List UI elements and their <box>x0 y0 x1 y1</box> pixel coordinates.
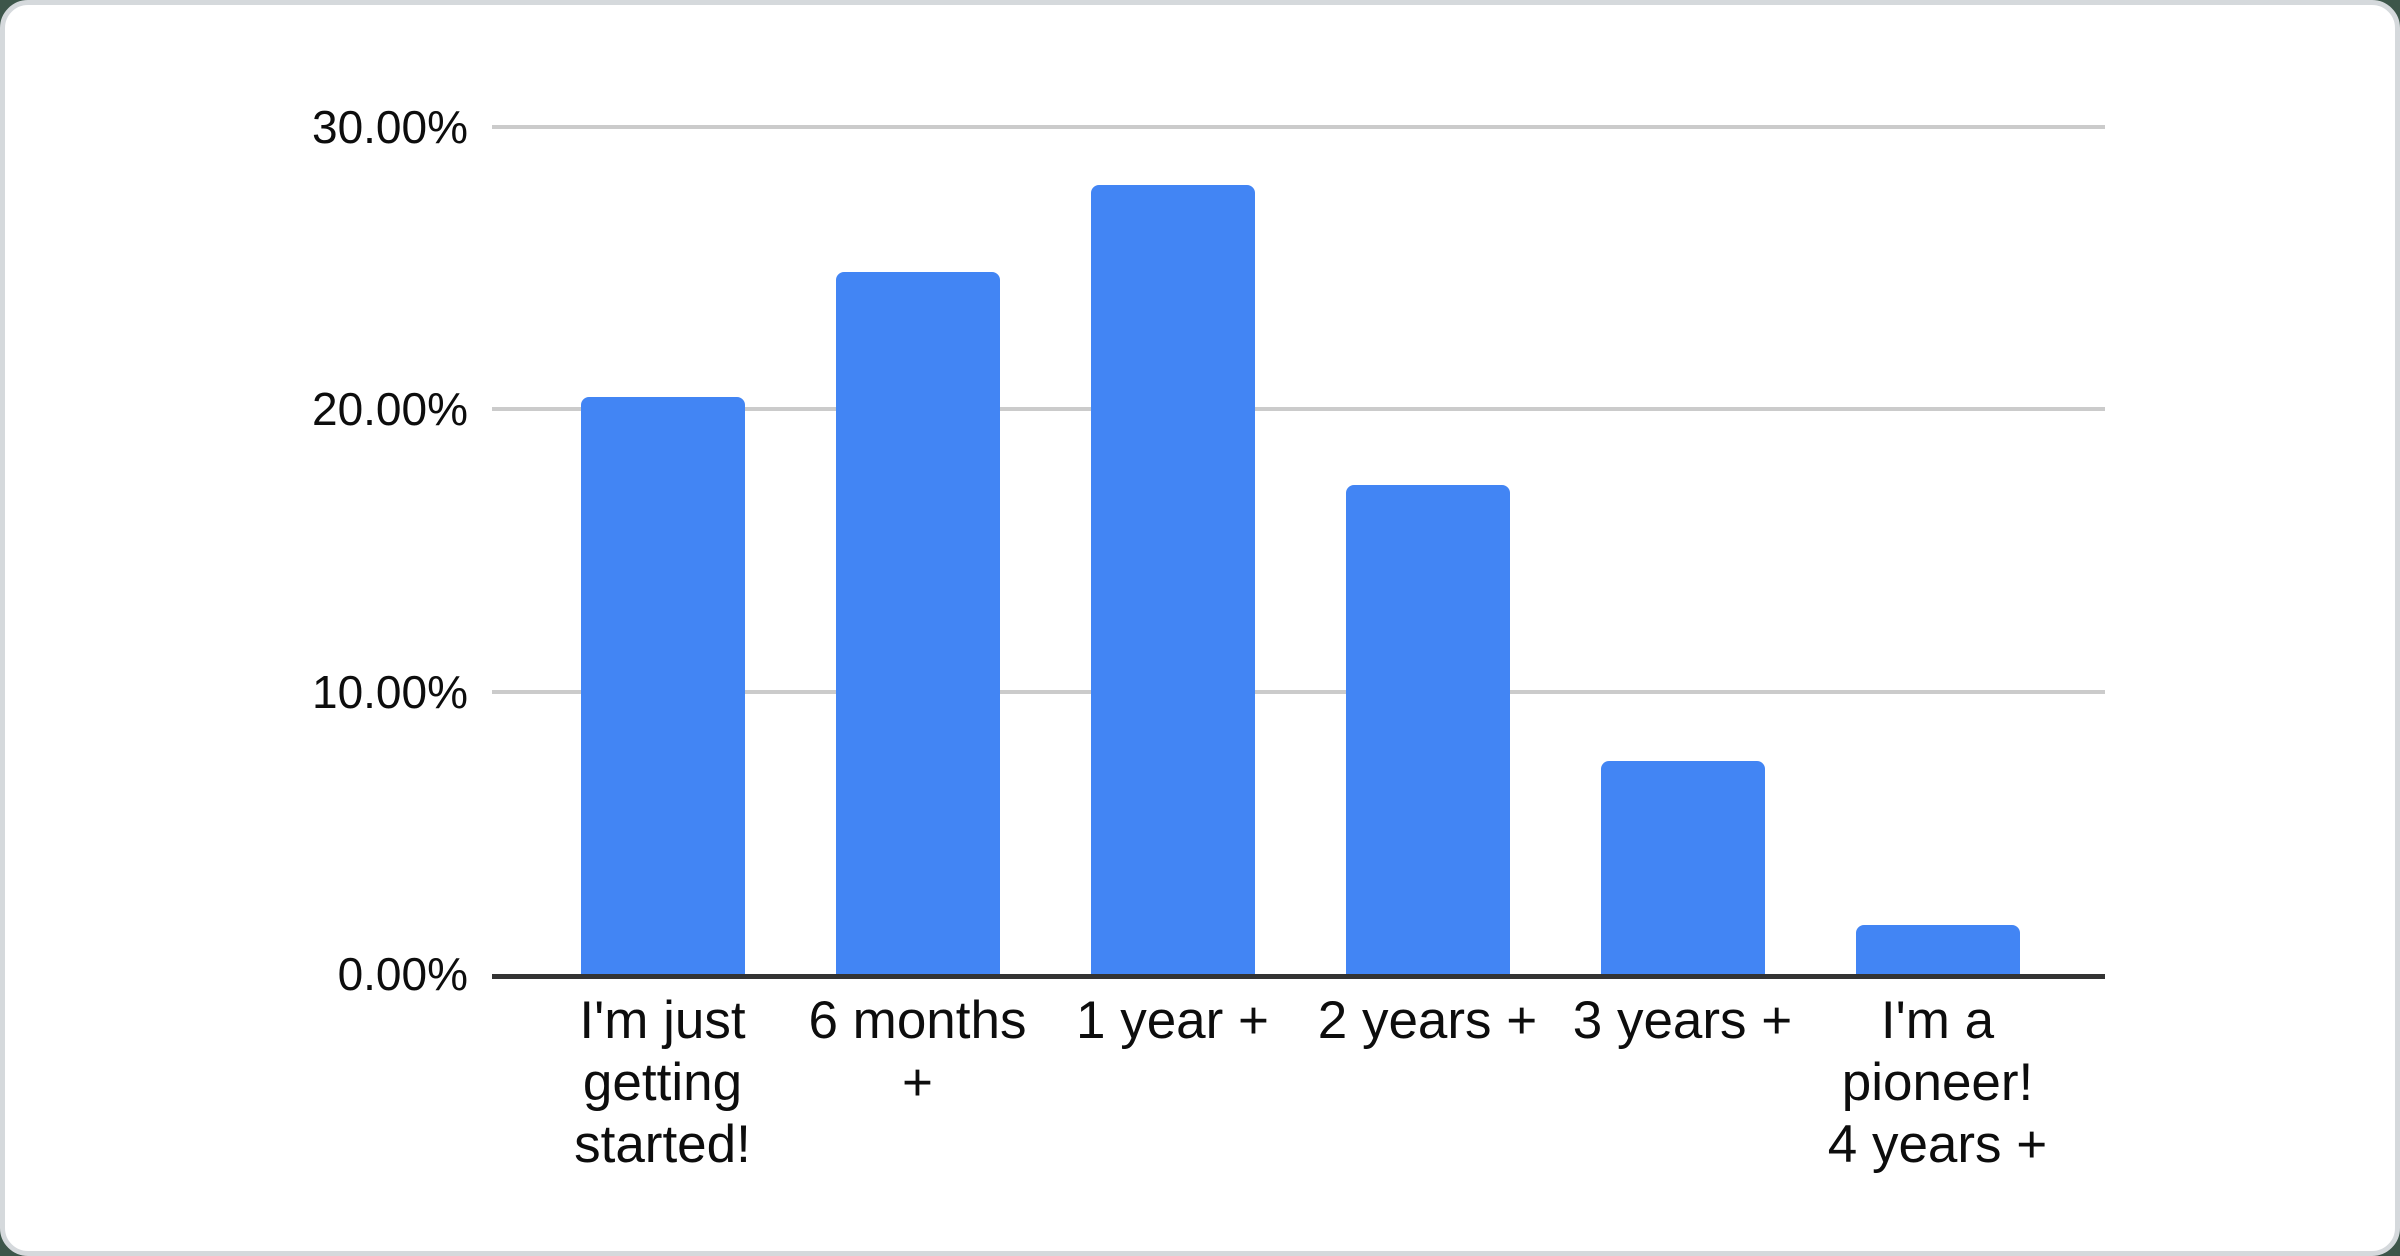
bar <box>580 396 745 974</box>
x-axis-label-line: + <box>902 1053 933 1112</box>
x-axis-label-line: I'm just <box>579 991 746 1050</box>
x-axis-label-line: started! <box>574 1115 751 1174</box>
gridline <box>492 689 2105 694</box>
bar-slot <box>790 127 1045 974</box>
bar-slot <box>1300 127 1555 974</box>
x-axis-label-line: 2 years + <box>1317 991 1538 1050</box>
gridline <box>492 407 2105 412</box>
y-axis-tick-label: 0.00% <box>337 948 468 1000</box>
gridline <box>492 125 2105 129</box>
x-axis-category-label: 2 years + <box>1300 990 1555 1176</box>
x-axis-category-label: 1 year + <box>1045 990 1300 1176</box>
x-axis-category-label: 6 months + <box>790 990 1045 1176</box>
bar <box>1855 924 2020 974</box>
plot-area <box>492 125 2105 979</box>
y-axis-labels: 30.00% 20.00% 10.00% 0.00% <box>5 101 468 1000</box>
x-axis-label-line: 3 years + <box>1572 991 1793 1050</box>
y-axis-tick-label: 20.00% <box>311 383 468 436</box>
bar-slot <box>1045 127 1300 974</box>
x-axis-category-label: 3 years + <box>1555 990 1810 1176</box>
y-axis-tick-label: 10.00% <box>311 665 468 718</box>
bar-slot <box>535 127 790 974</box>
x-axis-label-line: 4 years + <box>1827 1115 2048 1174</box>
x-axis-category-label: I'm just getting started! <box>535 990 790 1176</box>
bar <box>1600 761 1765 974</box>
bar-slot <box>1555 127 1810 974</box>
bar <box>1090 185 1255 974</box>
bar-slot <box>1810 127 2065 974</box>
x-axis-label-line: I'm a <box>1880 991 1995 1050</box>
x-axis-label-line: 1 year + <box>1076 991 1269 1050</box>
bars <box>492 127 2105 974</box>
x-axis-label-line: pioneer! <box>1841 1053 2034 1112</box>
x-axis-category-label: I'm a pioneer! 4 years + <box>1810 990 2065 1176</box>
bar <box>1345 485 1510 974</box>
x-axis-label-line: getting <box>582 1053 743 1112</box>
x-axis-label-line: 6 months <box>808 991 1027 1050</box>
bar <box>835 271 1000 974</box>
x-axis-labels: I'm just getting started! 6 months +1 year +… <box>535 990 2065 1176</box>
y-axis-tick-label: 30.00% <box>311 101 468 153</box>
